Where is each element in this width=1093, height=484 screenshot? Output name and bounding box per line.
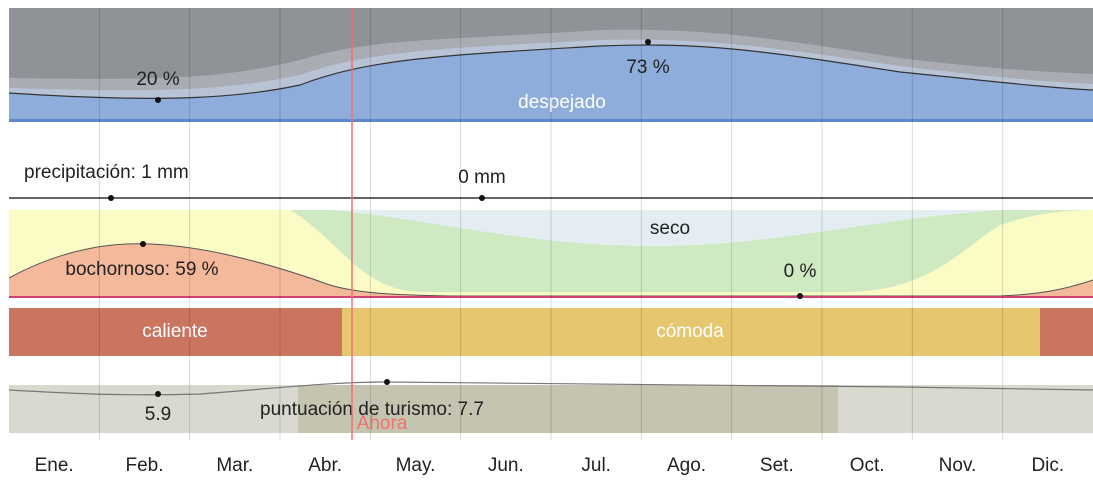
dot [155, 97, 161, 103]
muggy-area [9, 243, 1093, 298]
month-grid [98, 8, 1004, 440]
cloud-base [9, 119, 1093, 122]
label: 0 % [784, 261, 817, 282]
hot-bar [1040, 308, 1093, 356]
dot [155, 391, 161, 397]
humidity-base [9, 296, 1093, 298]
month-label: Dic. [1031, 455, 1064, 476]
label: 20 % [136, 69, 179, 90]
dot [645, 39, 651, 45]
label: precipitación: 1 mm [24, 162, 189, 183]
month-label: Abr. [308, 455, 342, 476]
hot-bar [9, 308, 342, 356]
clear-area [9, 45, 1093, 122]
label: 5.9 [145, 404, 171, 425]
cloud-line [8, 44, 1093, 99]
label: cómoda [656, 321, 724, 342]
month-label: Jul. [581, 455, 611, 476]
month-label: Ene. [35, 455, 74, 476]
month-label: Nov. [939, 455, 977, 476]
month-label: May. [396, 455, 436, 476]
dot [384, 379, 390, 385]
dot [479, 195, 485, 201]
now-label: Ahora [357, 413, 408, 434]
dot [108, 195, 114, 201]
label: bochornoso: 59 % [65, 259, 218, 280]
label: 0 mm [458, 167, 506, 188]
label: seco [650, 218, 690, 239]
month-label: Mar. [216, 455, 253, 476]
month-label: Oct. [850, 455, 885, 476]
humidity-line [8, 243, 1093, 297]
month-label: Ago. [667, 455, 706, 476]
dot [140, 241, 146, 247]
comfortable-bar [342, 308, 1040, 356]
label: puntuación de turismo: 7.7 [260, 399, 484, 420]
label: despejado [518, 92, 606, 113]
label: 73 % [626, 57, 669, 78]
dry-area [330, 210, 1000, 246]
month-label: Set. [760, 455, 794, 476]
month-label: Feb. [125, 455, 163, 476]
label: caliente [142, 321, 208, 342]
dot [797, 293, 803, 299]
month-label: Jun. [488, 455, 524, 476]
tourism-best [298, 385, 838, 433]
